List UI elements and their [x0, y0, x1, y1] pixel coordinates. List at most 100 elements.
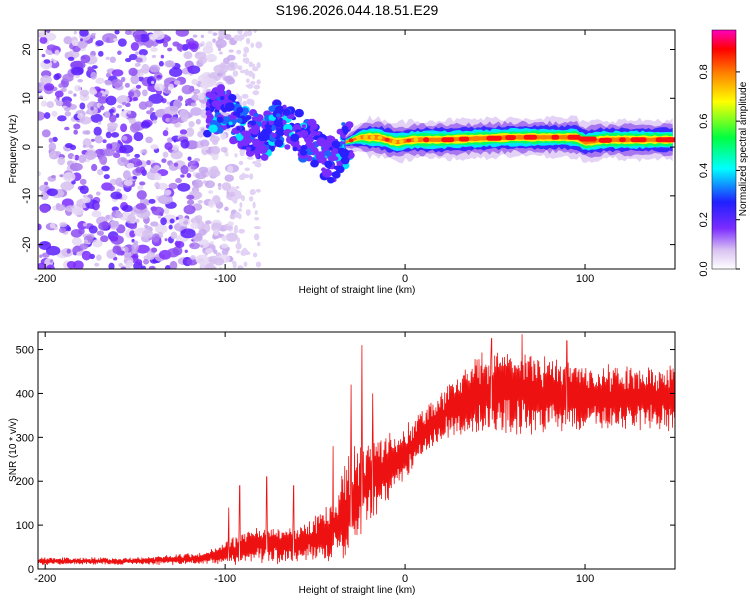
carrier-peak — [406, 138, 412, 143]
spectrogram-cell — [136, 190, 147, 200]
spectrogram-cell — [187, 156, 192, 161]
spectrogram-cell — [190, 107, 202, 116]
spectrogram-cell — [79, 243, 89, 250]
spectrogram-cell — [158, 60, 164, 67]
spectrogram-cell — [132, 176, 138, 180]
snr-y-tick-label: 200 — [16, 476, 34, 488]
spectrogram-cell — [234, 62, 238, 70]
spectrogram-cell — [197, 43, 204, 48]
spectrogram-cell — [128, 117, 136, 125]
spectrogram-cell — [168, 67, 183, 78]
spectrogram-cell — [192, 34, 198, 38]
spectrogram-cell — [168, 182, 178, 190]
spectrogram-cell — [38, 82, 46, 92]
spectrogram-cell — [219, 95, 225, 101]
spectrogram-cell — [79, 178, 87, 185]
spectrogram-cell — [151, 54, 157, 59]
spectrogram-cell — [102, 33, 118, 44]
spectrogram-cell — [72, 260, 84, 269]
spectrogram-cell — [216, 72, 222, 77]
spectrogram-cell — [246, 98, 253, 105]
spectrogram-cell — [41, 53, 46, 58]
spectrogram-cell — [94, 135, 103, 144]
spectrogram-cell — [103, 148, 115, 157]
spectrogram-cell — [234, 153, 238, 158]
spectrogram-cell — [90, 71, 97, 80]
spectrogram-cell — [124, 57, 132, 63]
spectrogram-cell — [128, 91, 135, 97]
spectrogram-cell — [109, 236, 119, 242]
spectrogram-cell — [89, 144, 94, 149]
spectrogram-cell — [274, 105, 284, 114]
spectrogram-y-ticks: -20 -10 0 10 20 — [21, 43, 675, 253]
spectrogram-cell — [165, 127, 169, 131]
spectrogram-cell — [294, 108, 304, 118]
spectrogram-cell — [246, 30, 253, 37]
spectrogram-cell — [255, 154, 260, 159]
spectrogram-cell — [212, 139, 219, 145]
spectrogram-cell — [324, 160, 333, 168]
spectrogram-cell — [228, 49, 234, 53]
spectrogram-cell — [49, 150, 57, 158]
spectrogram-cell — [132, 97, 139, 102]
spectrogram-cell — [186, 173, 192, 178]
spectrogram-cell — [133, 240, 139, 245]
spectrogram-cell — [131, 243, 139, 252]
carrier-peak — [630, 137, 647, 143]
spectrogram-cell — [82, 194, 88, 198]
spectrogram-cell — [135, 218, 140, 223]
spectrogram-cell — [254, 217, 260, 221]
spectrogram-cell — [215, 39, 227, 49]
spectrogram-cell — [127, 110, 132, 115]
spectrogram-cell — [331, 140, 341, 149]
spectrogram-cell — [152, 119, 158, 124]
spectrogram-cell — [109, 141, 121, 152]
spectrogram-cell — [62, 172, 76, 182]
spectrogram-cell — [38, 223, 42, 231]
spectrogram-cell — [58, 227, 67, 234]
spectrogram-cell — [238, 34, 243, 42]
spectrogram-cell — [208, 124, 218, 133]
spectrogram-cell — [218, 51, 223, 55]
spectrogram-cell — [235, 242, 242, 250]
spectrogram-cell — [154, 173, 162, 181]
carrier-peak — [579, 136, 597, 142]
colorbar-tick-label: 0.0 — [698, 261, 710, 276]
spectrogram-cell — [216, 116, 224, 123]
spectrogram-cell — [252, 143, 258, 148]
spectrogram-cell — [180, 139, 190, 149]
carrier-peak — [355, 135, 361, 140]
spectrogram-cell — [315, 151, 326, 161]
spectrogram-cell — [119, 144, 134, 154]
spectrogram-cell — [253, 112, 259, 118]
spectrogram-x-tick-label: -100 — [214, 273, 236, 285]
spectrogram-cell — [244, 167, 250, 172]
spectrogram-y-tick-label: 20 — [21, 43, 33, 55]
spectrogram-cell — [166, 101, 171, 105]
spectrogram-cell — [149, 64, 161, 73]
spectrogram-cell — [169, 218, 175, 224]
spectrogram-cell — [151, 247, 158, 253]
spectrogram-x-tick-label: 0 — [402, 273, 408, 285]
spectrogram-cell — [128, 53, 138, 61]
spectrogram-cell — [133, 131, 144, 142]
spectrogram-cell — [227, 165, 234, 174]
spectrogram-cell — [154, 109, 166, 118]
colorbar-tick-label: 0.2 — [698, 212, 710, 227]
spectrogram-cell — [214, 100, 222, 107]
spectrogram-cell — [108, 262, 115, 269]
spectrogram-cell — [71, 66, 84, 76]
spectrogram-cell — [190, 255, 196, 261]
carrier-peak — [362, 135, 368, 140]
spectrogram-cell — [43, 59, 51, 64]
spectrogram-cell — [164, 142, 173, 151]
spectrogram-cell — [205, 111, 211, 117]
spectrogram-cell — [55, 100, 64, 107]
spectrogram-cell — [46, 101, 55, 108]
spectrogram-cell — [122, 247, 126, 251]
spectrogram-cell — [82, 144, 87, 148]
spectrogram-cell — [236, 237, 241, 244]
spectrogram-cell — [150, 144, 159, 150]
spectrogram-cell — [241, 93, 249, 99]
spectrogram-cell — [209, 92, 218, 101]
